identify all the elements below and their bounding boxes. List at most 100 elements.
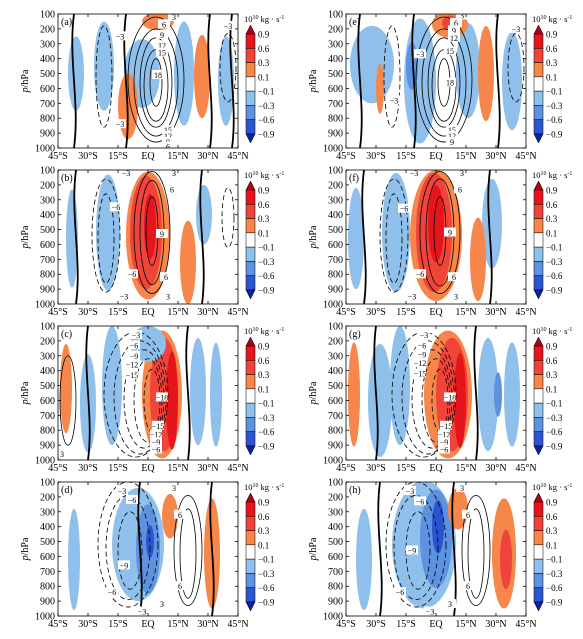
shaded-region: [470, 217, 486, 302]
contour-label: 6: [466, 582, 470, 591]
shaded-region: [162, 493, 178, 539]
colorbar-segment: [533, 218, 544, 234]
colorbar-segment: [245, 33, 256, 49]
colorbar-unit: 1010 kg · s-1: [244, 14, 284, 24]
colorbar-segment: [533, 402, 544, 418]
unit-exp: 10: [541, 327, 547, 333]
panel-plot-area: −3−636−96−63−3: [356, 482, 516, 616]
y-tick-label: 200: [40, 336, 55, 347]
panel-plot-area: 3 6 −3 −6 9 6 3 −6 −3: [66, 170, 235, 304]
y-axis-label-var: p: [20, 399, 31, 405]
contour-negative: [393, 494, 439, 601]
unit-rest-exp: -1: [279, 171, 284, 177]
y-tick-label: 800: [40, 114, 55, 125]
contour-label-bg: [126, 494, 138, 504]
y-tick-label: 700: [40, 567, 55, 578]
colorbar-tick-label: −0.9: [546, 598, 563, 608]
shaded-region: [196, 184, 212, 245]
x-tick-label: 15°S: [396, 619, 416, 630]
panel-d: −3−636−96−63−3(d)45°S 30°S 15°S EQ 15°N 30°N 4…: [20, 478, 284, 631]
unit-exp: 10: [253, 171, 259, 177]
contour-positive: [415, 16, 473, 143]
y-tick-label: 900: [40, 285, 55, 296]
shaded-region: [96, 174, 120, 291]
y-axis-label-unit: /hPa: [20, 69, 31, 87]
y-tick-label: 400: [328, 54, 343, 65]
contour-label-bg: [456, 482, 468, 492]
colorbar-segment: [533, 417, 544, 432]
colorbar-tick-label: 0.1: [546, 72, 557, 82]
contour-label-bg: [156, 392, 168, 402]
shaded-region: [68, 508, 80, 611]
colorbar-segment: [245, 374, 256, 390]
colorbar-bottom-triangle: [533, 289, 544, 300]
colorbar-segment: [533, 516, 544, 531]
panel-plot-area: −3−6−9−12−15−18−15−12−9−6: [348, 326, 520, 460]
shaded-region: [454, 352, 466, 449]
colorbar-segment: [533, 345, 544, 361]
y-axis-label-unit: /hPa: [308, 537, 319, 555]
colorbar-segment: [533, 275, 544, 291]
shaded-region: [348, 187, 364, 290]
y-tick-label: 400: [40, 210, 55, 221]
colorbar-segment: [245, 587, 256, 603]
colorbar-segment: [245, 501, 256, 517]
colorbar-tick-label: 0.3: [258, 58, 270, 68]
x-tick-label: 15°S: [396, 463, 416, 474]
contour-label-bg: [394, 587, 406, 597]
colorbar-segment: [533, 48, 544, 63]
contour-label-bg: [174, 509, 186, 519]
colorbar-tick-label: −0.6: [546, 271, 563, 281]
colorbar-tick-label: 0.9: [546, 186, 558, 196]
contour-negative: [97, 193, 115, 284]
y-axis-label-unit: /hPa: [20, 381, 31, 399]
contour-label-bg: [116, 485, 128, 495]
unit-base: 10: [532, 326, 541, 336]
colorbar-tick-label: 0.6: [546, 44, 558, 54]
y-tick-label: 900: [328, 285, 343, 296]
y-tick-label: 300: [328, 39, 343, 50]
contour-label-bg: [168, 170, 180, 177]
y-tick-label: 900: [328, 597, 343, 608]
contour-label: −3: [420, 331, 429, 340]
y-tick-label: 800: [328, 582, 343, 593]
contour-label: 3: [448, 600, 452, 609]
colorbar-tick-label: −0.1: [258, 87, 274, 97]
y-tick-label: 200: [40, 180, 55, 191]
contour-label: 6: [458, 185, 462, 194]
contour-label-bg: [162, 141, 174, 148]
panel-a: 369121518151296−3−3−3(a)45°S30°S15°SEQ15…: [20, 10, 284, 163]
colorbar-unit: 1010 kg · s-1: [532, 482, 572, 492]
colorbar-tick-label: −0.9: [546, 286, 563, 296]
contour-label-bg: [222, 20, 234, 30]
contour-positive: [467, 508, 485, 599]
contour-negative: [507, 32, 525, 103]
x-tick-label: 30°S: [366, 463, 386, 474]
shaded-region: [494, 372, 502, 417]
y-tick-label: 200: [328, 492, 343, 503]
contour-label-bg: [416, 340, 428, 350]
colorbar-segment: [533, 558, 544, 574]
contour-label: −6: [416, 270, 425, 279]
colorbar-unit: 1010 kg · s-1: [532, 170, 572, 180]
unit-rest: kg · s: [549, 326, 568, 336]
y-tick-label: 300: [40, 351, 55, 362]
contour-label-bg: [156, 40, 168, 50]
y-tick-label: 1000: [35, 612, 55, 623]
zero-contour: [373, 326, 379, 460]
colorbar-bottom-triangle: [245, 445, 256, 456]
unit-base: 10: [244, 170, 253, 180]
contour-label: −6: [400, 205, 409, 214]
y-tick-label: 100: [328, 166, 343, 177]
y-tick-label: 700: [40, 411, 55, 422]
x-tick-label: 15°S: [108, 151, 128, 162]
colorbar-tick-label: −0.3: [546, 101, 563, 111]
unit-rest-exp: -1: [279, 327, 284, 333]
x-tick-label: 45°S: [48, 619, 68, 630]
shaded-region: [190, 337, 206, 446]
y-tick-label: 100: [40, 322, 55, 333]
colorbar-bottom-triangle: [533, 445, 544, 456]
y-tick-label: 900: [328, 129, 343, 140]
